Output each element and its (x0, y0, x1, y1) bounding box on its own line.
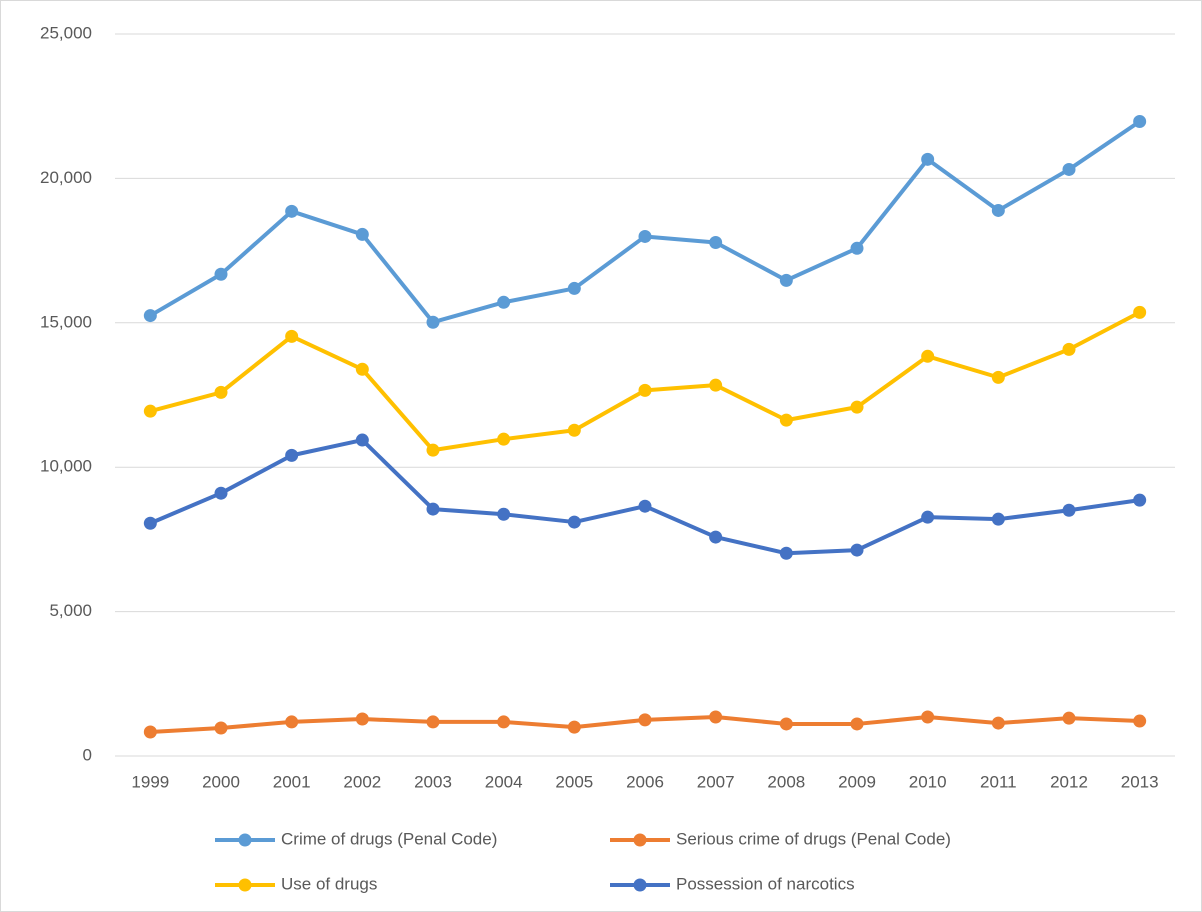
data-point (1062, 503, 1076, 517)
x-tick-label: 2012 (1050, 772, 1088, 791)
y-tick-label: 0 (83, 745, 92, 764)
x-tick-label: 2009 (838, 772, 876, 791)
legend-label: Crime of drugs (Penal Code) (281, 829, 497, 848)
data-point (638, 499, 652, 513)
y-tick-label: 15,000 (40, 312, 92, 331)
data-point (567, 281, 581, 295)
data-point (779, 717, 793, 731)
data-point (355, 227, 369, 241)
x-tick-label: 2006 (626, 772, 664, 791)
data-point (426, 443, 440, 457)
data-point (991, 203, 1005, 217)
legend-marker (238, 878, 252, 892)
data-point (1062, 162, 1076, 176)
data-point (709, 236, 723, 250)
data-point (143, 309, 157, 323)
data-point (638, 383, 652, 397)
x-tick-label: 2008 (767, 772, 805, 791)
x-tick-label: 2001 (273, 772, 311, 791)
data-point (850, 241, 864, 255)
data-point (285, 329, 299, 343)
legend-label: Serious crime of drugs (Penal Code) (676, 829, 951, 848)
data-point (426, 715, 440, 729)
x-tick-label: 2013 (1121, 772, 1159, 791)
data-point (285, 715, 299, 729)
data-point (285, 448, 299, 462)
data-point (214, 385, 228, 399)
x-tick-label: 2004 (485, 772, 523, 791)
data-point (638, 229, 652, 243)
data-point (143, 404, 157, 418)
data-point (850, 543, 864, 557)
y-tick-label: 25,000 (40, 23, 92, 42)
data-point (850, 400, 864, 414)
data-point (991, 370, 1005, 384)
data-point (143, 725, 157, 739)
x-tick-label: 2007 (697, 772, 735, 791)
data-point (426, 502, 440, 516)
data-point (285, 204, 299, 218)
x-tick-label: 2005 (555, 772, 593, 791)
data-point (143, 516, 157, 530)
y-tick-label: 20,000 (40, 168, 92, 187)
data-point (1062, 711, 1076, 725)
data-point (214, 486, 228, 500)
data-point (426, 315, 440, 329)
data-point (991, 512, 1005, 526)
data-point (709, 530, 723, 544)
data-point (779, 413, 793, 427)
data-point (921, 510, 935, 524)
legend-label: Possession of narcotics (676, 874, 855, 893)
data-point (709, 710, 723, 724)
data-point (921, 349, 935, 363)
data-point (1133, 305, 1147, 319)
x-tick-label: 2011 (980, 772, 1017, 791)
data-point (214, 267, 228, 281)
x-tick-label: 2000 (202, 772, 240, 791)
data-point (355, 712, 369, 726)
legend-marker (633, 878, 647, 892)
data-point (1062, 342, 1076, 356)
legend-marker (238, 833, 252, 847)
x-tick-label: 2002 (343, 772, 381, 791)
data-point (567, 423, 581, 437)
y-tick-label: 10,000 (40, 457, 92, 476)
legend-marker (633, 833, 647, 847)
data-point (1133, 714, 1147, 728)
data-point (567, 515, 581, 529)
data-point (991, 716, 1005, 730)
data-point (1133, 115, 1147, 129)
data-point (779, 546, 793, 560)
data-point (779, 273, 793, 287)
legend-label: Use of drugs (281, 874, 377, 893)
data-point (709, 378, 723, 392)
data-point (921, 152, 935, 166)
data-point (921, 710, 935, 724)
data-point (497, 295, 511, 309)
data-point (1133, 493, 1147, 507)
data-point (497, 715, 511, 729)
y-tick-label: 5,000 (49, 601, 92, 620)
data-point (214, 721, 228, 735)
x-tick-label: 1999 (131, 772, 169, 791)
data-point (355, 362, 369, 376)
data-point (567, 720, 581, 734)
data-point (355, 433, 369, 447)
data-point (850, 717, 864, 731)
x-tick-label: 2010 (909, 772, 947, 791)
data-point (638, 713, 652, 727)
data-point (497, 507, 511, 521)
data-point (497, 432, 511, 446)
x-tick-label: 2003 (414, 772, 452, 791)
